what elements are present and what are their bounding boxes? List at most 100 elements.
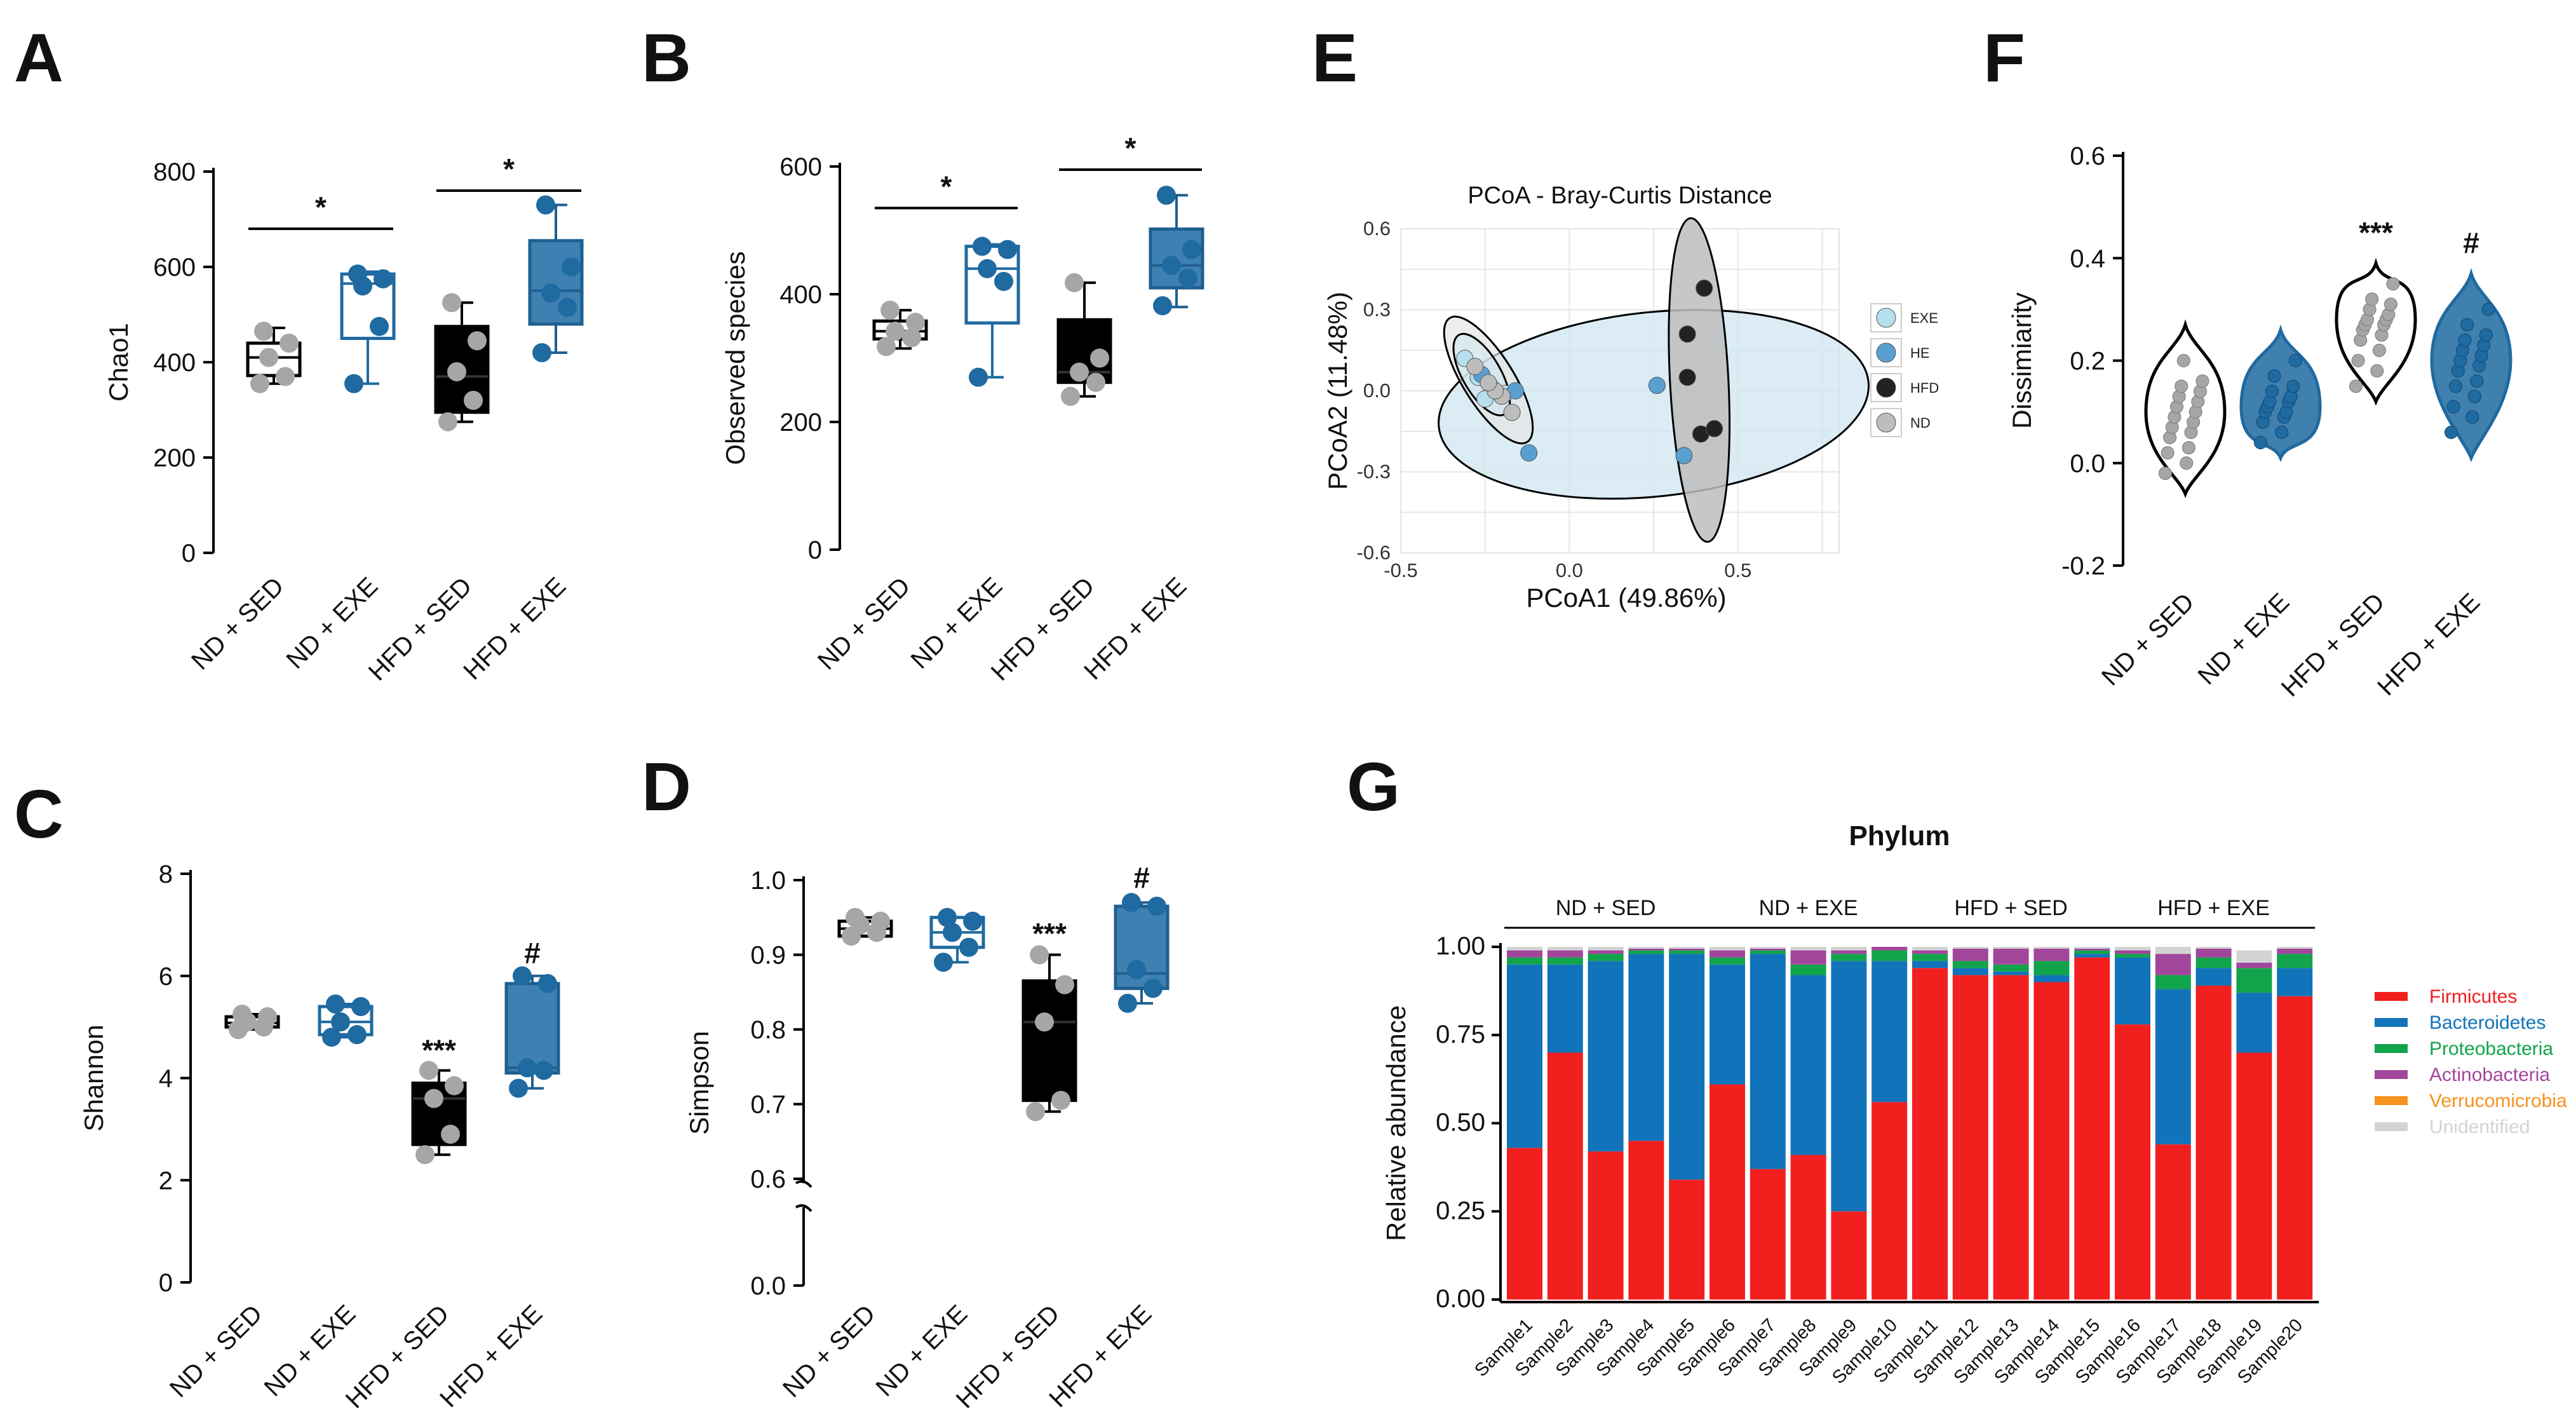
y-tick-label: 1.00 — [1436, 932, 1485, 960]
data-point — [1030, 945, 1049, 965]
stacked-bar-5 — [1669, 947, 1705, 1300]
bar-segment-firmicutes — [1507, 1148, 1542, 1300]
bar-segment-bacteroidetes — [1871, 961, 1908, 1103]
y-axis-title: Dissimiarity — [2007, 292, 2037, 429]
bar-segment-proteobacteria — [1628, 950, 1664, 954]
scatter-point-nd — [1466, 358, 1484, 376]
stacked-bar-19 — [2236, 950, 2272, 1300]
data-point — [348, 264, 367, 284]
data-point — [978, 259, 997, 278]
bar-segment-proteobacteria — [1993, 964, 2029, 972]
bar-segment-actinobacteria — [1790, 950, 1826, 965]
y-tick-label: 1.0 — [750, 867, 786, 895]
bar-segment-actinobacteria — [2033, 948, 2070, 961]
y-tick-label: 200 — [779, 409, 822, 437]
bar-segment-bacteroidetes — [1507, 964, 1542, 1148]
data-point — [558, 297, 577, 317]
bar-segment-bacteroidetes — [2074, 954, 2110, 958]
data-point — [468, 331, 487, 351]
data-point — [1153, 296, 1172, 316]
data-point — [2275, 425, 2289, 439]
category-label: ND + SED — [2096, 588, 2199, 691]
y-tick-label: 400 — [153, 349, 196, 377]
y-tick-label: 0.6 — [750, 1165, 786, 1193]
scatter-point-he — [1675, 447, 1693, 465]
bar-segment-unidentified — [1628, 947, 1664, 949]
stacked-bar-12 — [1952, 947, 1988, 1300]
group-label: HFD + EXE — [2157, 896, 2270, 920]
y-tick-label: 0.6 — [1363, 217, 1391, 240]
bar-segment-unidentified — [2236, 950, 2272, 963]
legend-swatch — [2375, 1096, 2408, 1105]
bar-segment-actinobacteria — [1709, 950, 1745, 958]
bar-segment-bacteroidetes — [1547, 964, 1583, 1053]
data-point — [2449, 379, 2463, 393]
chart-title: PCoA - Bray-Curtis Distance — [1467, 182, 1772, 209]
data-point — [441, 1124, 460, 1144]
panel-letter-f: F — [1983, 19, 2025, 96]
data-point — [1070, 362, 1089, 382]
bar-segment-actinobacteria — [2115, 950, 2150, 954]
data-point — [973, 236, 992, 256]
data-point — [351, 996, 370, 1016]
stacked-bar-16 — [2115, 947, 2150, 1300]
category-label: HFD + EXE — [2372, 588, 2485, 701]
bar-segment-bacteroidetes — [2277, 968, 2313, 996]
bar-segment-bacteroidetes — [1831, 961, 1867, 1212]
bar-segment-actinobacteria — [1547, 950, 1583, 958]
bar-segment-firmicutes — [2033, 982, 2070, 1300]
bar-segment-unidentified — [1790, 947, 1826, 951]
violin-1 — [2144, 319, 2227, 498]
data-point — [2445, 425, 2458, 439]
data-point — [2254, 436, 2267, 449]
legend-swatch — [2375, 1070, 2408, 1079]
x-tick-label: 0.5 — [1724, 559, 1751, 581]
box-1 — [872, 301, 928, 356]
panel-letter-b: B — [642, 19, 691, 96]
bar-segment-unidentified — [2195, 947, 2232, 949]
data-point — [438, 412, 457, 431]
data-point — [280, 334, 299, 353]
box-3 — [411, 1061, 467, 1165]
significance-label: # — [2463, 226, 2479, 259]
category-label: HFD + EXE — [435, 1300, 548, 1413]
stacked-bar-15 — [2074, 947, 2110, 1300]
data-point — [322, 1028, 341, 1047]
data-point — [2365, 292, 2379, 306]
bar-segment-proteobacteria — [1750, 950, 1786, 954]
violin-4 — [2430, 268, 2512, 463]
data-point — [877, 337, 896, 356]
legend-swatch — [2375, 1122, 2408, 1131]
y-tick-label: -0.3 — [1357, 461, 1391, 483]
box-1 — [246, 322, 302, 393]
bar-segment-bacteroidetes — [1993, 971, 2029, 975]
bar-segment-unidentified — [2155, 947, 2191, 954]
bar-segment-proteobacteria — [1912, 954, 1948, 961]
bar-segment-unidentified — [1750, 947, 1786, 949]
bar-segment-firmicutes — [1547, 1052, 1583, 1300]
y-tick-label: 0.50 — [1436, 1109, 1485, 1137]
data-point — [250, 374, 269, 393]
data-point — [2384, 297, 2397, 311]
data-point — [419, 1061, 438, 1080]
bar-segment-firmicutes — [1628, 1141, 1664, 1300]
bar-segment-proteobacteria — [1507, 957, 1542, 965]
bar-segment-bacteroidetes — [2236, 993, 2272, 1053]
y-tick-label: 600 — [153, 254, 196, 282]
bar-segment-bacteroidetes — [2155, 989, 2191, 1144]
box-4 — [504, 966, 560, 1098]
stacked-bar-18 — [2195, 947, 2232, 1300]
category-label: ND + SED — [165, 1300, 267, 1402]
legend-label: Unidentified — [2429, 1117, 2530, 1137]
y-tick-label: 200 — [153, 444, 196, 472]
pcoa-scatter: -0.5 0.0 0.5 -0.6 -0.3 0.0 0.3 0.6 PCoA1 (49.86%… — [1323, 182, 1939, 613]
box-1 — [837, 907, 893, 946]
category-label: ND + SED — [186, 572, 289, 675]
data-point — [374, 269, 393, 289]
bar-segment-unidentified — [2033, 947, 2070, 949]
data-point — [276, 367, 295, 386]
data-point — [2479, 328, 2493, 342]
